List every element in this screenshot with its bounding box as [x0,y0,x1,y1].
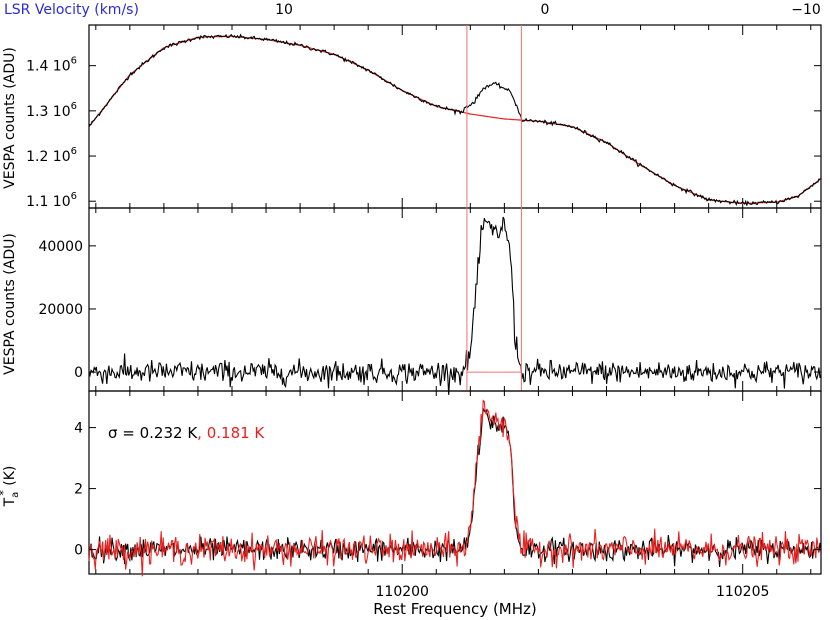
x-tick-label: 110200 [376,584,429,600]
x-tick-label: 110205 [716,584,769,600]
y-tick-label: 1.3 106 [26,101,77,120]
panel-middle-plot [88,25,822,395]
panel-top-plot [88,25,822,208]
baseline-fit-line [88,35,822,205]
panel-bottom-plot [88,391,822,577]
sigma-red-value: , 0.181 K [197,424,265,442]
panel-top-frame [88,24,822,209]
panel-top: 1.1 106 1.2 106 1.3 106 1.4 106 VESPA count… [2,24,822,210]
y-tick-label: 40000 [38,239,83,255]
panel-top-ylabel: VESPA counts (ADU) [2,47,18,189]
top-tick-label: 0 [541,2,550,18]
top-axis-ticks: 10 0 −10 [275,2,821,18]
middle-spectrum-line [88,216,822,395]
panel-middle-ylabel: VESPA counts (ADU) [2,233,18,375]
top-spectrum-line [88,33,822,207]
panel-bottom-yticks: 0 2 4 [74,421,821,559]
ylabel-sup: * [0,490,10,496]
panel-bottom-frame [88,390,822,575]
panel-middle-frame [88,207,822,392]
y-tick-label: 1.2 106 [26,146,77,165]
y-tick-label: 2 [74,482,83,498]
black-spectrum-line [88,399,822,577]
top-axis-label: LSR Velocity (km/s) [4,2,139,18]
y-tick-label: 1.4 106 [26,56,77,75]
x-axis-label: Rest Frequency (MHz) [373,600,537,618]
ylabel-sub: a [10,492,21,498]
y-tick-label: 0 [74,365,83,381]
top-tick-label: −10 [791,2,821,18]
y-tick-label: 4 [74,421,83,437]
y-tick-label: 0 [74,543,83,559]
panel-bottom: 0 2 4 110200 110205 Ta* (K) σ = 0.232 K, 0.… [0,390,822,618]
y-tick-label: 1.1 106 [26,191,77,210]
panel-middle: 0 20000 40000 VESPA counts (ADU) [2,25,822,395]
sigma-annotation: σ = 0.232 K, 0.181 K [108,424,265,442]
top-tick-label: 10 [275,2,293,18]
sigma-symbol: σ [108,424,118,442]
panel-top-yticks: 1.1 106 1.2 106 1.3 106 1.4 106 [26,56,821,210]
ylabel-main: T [2,497,18,507]
ylabel-unit: (K) [2,466,18,491]
panel-middle-yticks: 0 20000 40000 [38,239,821,381]
sigma-black-value: = 0.232 K [118,424,199,442]
panel-bottom-xticks: 110200 110205 [376,584,770,600]
y-tick-label: 20000 [38,302,83,318]
panel-bottom-ylabel: Ta* (K) [0,466,21,508]
